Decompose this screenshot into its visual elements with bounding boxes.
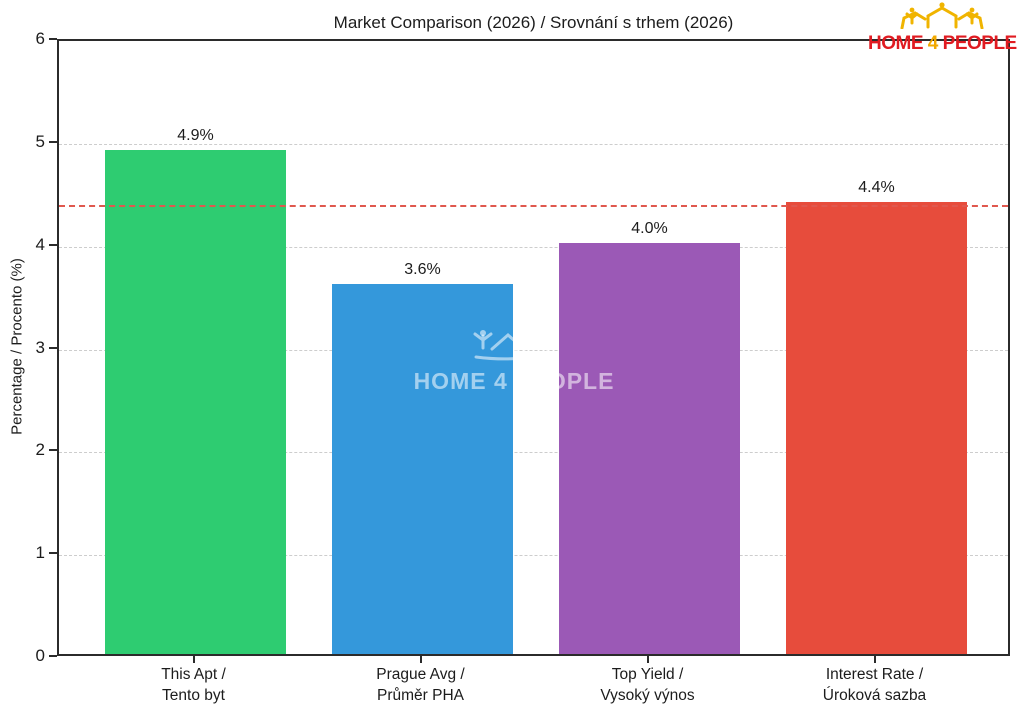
gridline-y-2 bbox=[59, 452, 1008, 454]
y-tick-mark-2 bbox=[49, 449, 57, 452]
bar-value-label-1: 3.6% bbox=[404, 260, 441, 278]
y-tick-label-0: 0 bbox=[35, 646, 45, 665]
chart-title: Market Comparison (2026) / Srovnání s tr… bbox=[333, 13, 734, 32]
bar-value-label-3: 4.4% bbox=[858, 178, 895, 196]
bar-0 bbox=[105, 150, 286, 654]
gridline-y-1 bbox=[59, 555, 1008, 557]
y-tick-mark-0 bbox=[49, 655, 57, 657]
y-tick-mark-5 bbox=[49, 140, 57, 143]
x-tick-mark-1 bbox=[419, 656, 422, 663]
plot-area: 4.9% 3.6% 4.0% 4.4% bbox=[57, 39, 1010, 656]
logo-word-home: HOME bbox=[868, 33, 924, 54]
bar-1 bbox=[332, 283, 513, 654]
x-tick-label-line2: Vysoký výnos bbox=[600, 687, 695, 704]
x-tick-mark-0 bbox=[192, 656, 195, 663]
home4people-crown-icon bbox=[900, 2, 984, 30]
bar-value-label-0: 4.9% bbox=[177, 127, 214, 145]
x-tick-label-line1: This Apt / bbox=[161, 666, 226, 683]
x-tick-label-0: This Apt / Tento byt bbox=[79, 664, 309, 706]
x-tick-label-line2: Úroková sazba bbox=[822, 687, 927, 704]
logo-word-4: 4 bbox=[927, 33, 939, 54]
y-tick-mark-3 bbox=[49, 346, 57, 349]
reference-line bbox=[59, 204, 1008, 207]
x-tick-label-1: Prague Avg / Průměr PHA bbox=[306, 664, 536, 706]
home4people-logo: HOME 4 PEOPLE bbox=[868, 2, 1018, 54]
y-tick-label-2: 2 bbox=[35, 440, 45, 460]
x-tick-label-line1: Top Yield / bbox=[611, 666, 684, 683]
bar-value-label-2: 4.0% bbox=[631, 219, 668, 237]
gridline-y-4 bbox=[59, 246, 1008, 248]
x-tick-label-2: Top Yield / Vysoký výnos bbox=[533, 664, 763, 706]
y-tick-label-1: 1 bbox=[35, 543, 45, 563]
y-tick-label-5: 5 bbox=[35, 131, 45, 151]
x-tick-label-line1: Interest Rate / bbox=[825, 666, 924, 683]
y-tick-mark-1 bbox=[49, 552, 57, 555]
x-tick-mark-2 bbox=[646, 656, 649, 663]
bar-3 bbox=[786, 201, 967, 654]
y-tick-label-3: 3 bbox=[35, 337, 45, 357]
gridline-y-5 bbox=[59, 143, 1008, 145]
x-tick-label-3: Interest Rate / Úroková sazba bbox=[760, 664, 990, 706]
bar-2 bbox=[559, 242, 740, 654]
y-tick-mark-6 bbox=[49, 38, 57, 40]
y-tick-label-4: 4 bbox=[35, 234, 45, 254]
y-tick-label-6: 6 bbox=[35, 29, 45, 48]
x-tick-label-line2: Tento byt bbox=[162, 687, 225, 704]
x-tick-label-line2: Průměr PHA bbox=[377, 687, 464, 704]
x-tick-label-line1: Prague Avg / bbox=[376, 666, 465, 683]
y-tick-mark-4 bbox=[49, 243, 57, 246]
logo-text: HOME 4 PEOPLE bbox=[868, 33, 1018, 54]
logo-word-people: PEOPLE bbox=[942, 33, 1018, 54]
x-tick-mark-3 bbox=[873, 656, 876, 663]
